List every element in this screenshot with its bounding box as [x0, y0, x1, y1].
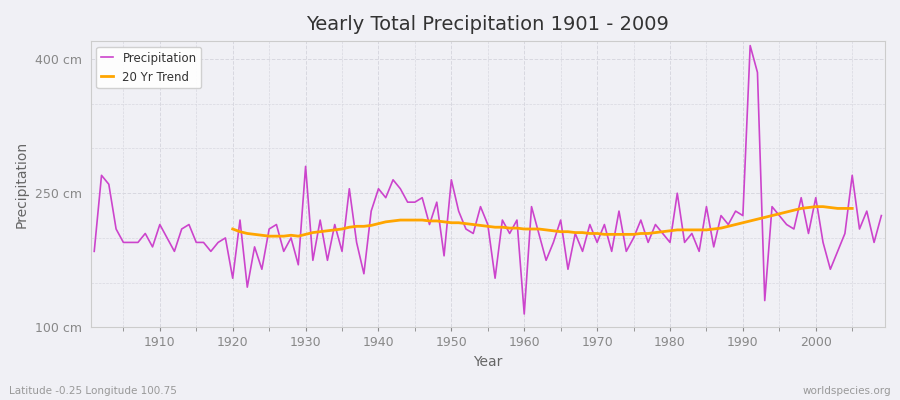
20 Yr Trend	[534, 226, 544, 231]
Precipitation	[876, 213, 886, 218]
20 Yr Trend	[810, 204, 821, 209]
Precipitation	[526, 204, 537, 209]
Precipitation	[614, 209, 625, 214]
Precipitation	[518, 312, 529, 316]
Title: Yearly Total Precipitation 1901 - 2009: Yearly Total Precipitation 1901 - 2009	[306, 15, 670, 34]
Line: 20 Yr Trend: 20 Yr Trend	[233, 207, 852, 236]
Precipitation	[308, 258, 319, 263]
20 Yr Trend	[242, 231, 253, 236]
Precipitation	[89, 249, 100, 254]
Precipitation	[745, 43, 756, 48]
Precipitation	[511, 218, 522, 222]
20 Yr Trend	[301, 232, 311, 237]
Text: worldspecies.org: worldspecies.org	[803, 386, 891, 396]
Legend: Precipitation, 20 Yr Trend: Precipitation, 20 Yr Trend	[96, 47, 202, 88]
X-axis label: Year: Year	[473, 355, 502, 369]
Precipitation	[147, 244, 158, 249]
20 Yr Trend	[256, 233, 267, 238]
20 Yr Trend	[228, 226, 238, 231]
Y-axis label: Precipitation: Precipitation	[15, 141, 29, 228]
20 Yr Trend	[264, 234, 274, 238]
Precipitation	[351, 240, 362, 245]
Line: Precipitation: Precipitation	[94, 46, 881, 314]
20 Yr Trend	[708, 226, 719, 231]
Text: Latitude -0.25 Longitude 100.75: Latitude -0.25 Longitude 100.75	[9, 386, 177, 396]
20 Yr Trend	[847, 206, 858, 211]
20 Yr Trend	[760, 215, 770, 220]
